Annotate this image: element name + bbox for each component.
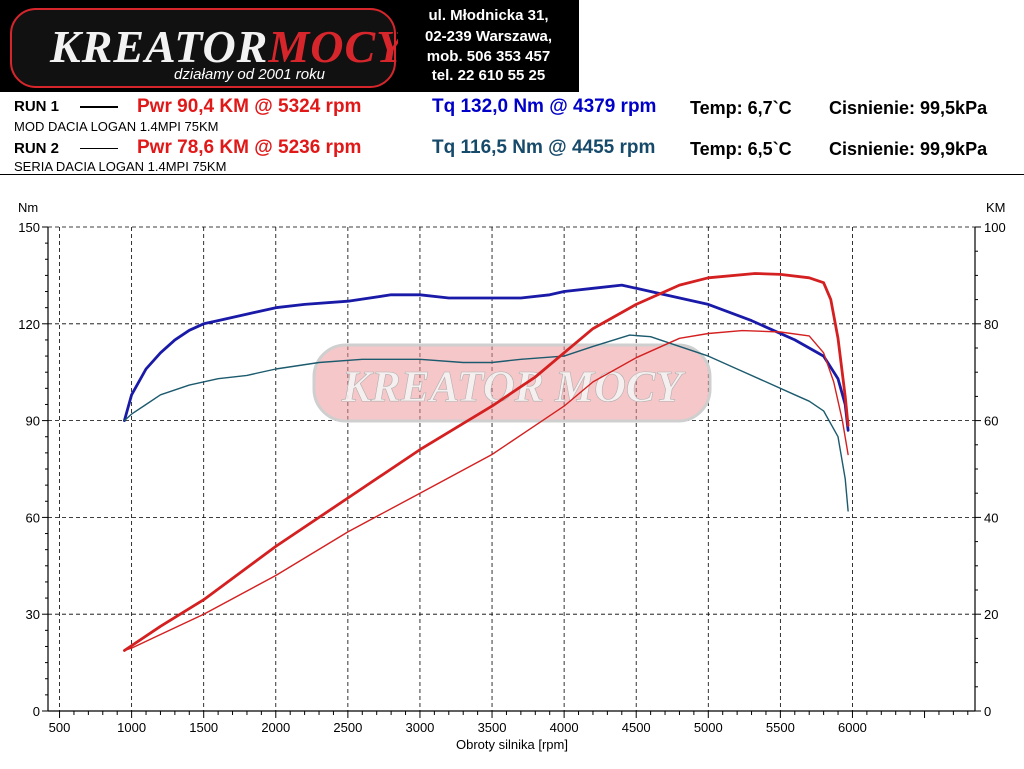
y-left-tick-label: 0 (33, 704, 40, 719)
y-left-tick-label: 30 (26, 607, 40, 622)
x-tick-label: 3000 (405, 720, 434, 735)
series-line-torque-run-2 (123, 334, 849, 512)
address-line: tel. 22 610 55 25 (431, 67, 546, 84)
address-line: ul. Młodnicka 31, (428, 7, 549, 24)
run-2-torque: Tq 116,5 Nm @ 4455 rpm (432, 137, 656, 158)
watermark-text: KREATOR MOCY (341, 362, 686, 411)
watermark-badge (312, 343, 712, 423)
dyno-chart-svg: KREATOR MOCY 500 1000 1500 2000 2500 3000 3500… (18, 200, 1006, 752)
x-tick-label: 5500 (766, 720, 795, 735)
x-tick-label: 4000 (550, 720, 579, 735)
y-axis-left-title: Nm (18, 200, 38, 215)
run-1-power: Pwr 90,4 KM @ 5324 rpm (137, 96, 362, 117)
address-line: 02-239 Warszawa, (424, 28, 553, 45)
run-2-description: SERIA DACIA LOGAN 1.4MPI 75KM (14, 159, 227, 174)
run-2-power: Pwr 78,6 KM @ 5236 rpm (137, 137, 362, 158)
series-line-power-run-1 (123, 272, 850, 652)
y-right-tick-label: 40 (984, 510, 998, 525)
x-axis-title: Obroty silnika [rpm] (456, 737, 568, 752)
run-1-label: RUN 1 (14, 98, 60, 115)
y-right-tick-label: 60 (984, 414, 998, 429)
x-tick-label: 500 (49, 720, 71, 735)
run-1-description: MOD DACIA LOGAN 1.4MPI 75KM (14, 119, 219, 134)
x-tick-label: 1500 (189, 720, 218, 735)
run-1-temperature: Temp: 6,7`C (690, 98, 792, 118)
y-left-tick-label: 120 (18, 317, 40, 332)
x-tick-label: 2000 (261, 720, 290, 735)
logo-word-mocy: MOCY (268, 21, 406, 72)
y-right-tick-label: 20 (984, 607, 998, 622)
logo-word-kreator: KREATOR (50, 21, 269, 72)
series-line-torque-run-1 (123, 283, 850, 432)
logo-badge: KREATORMOCY działamy od 2001 roku (10, 8, 404, 88)
run-1-pressure: Cisnienie: 99,5kPa (829, 98, 988, 118)
y-right-tick-label: 0 (984, 704, 991, 719)
run-2-pressure: Cisnienie: 99,9kPa (829, 139, 988, 159)
logo-slogan: działamy od 2001 roku (174, 66, 325, 83)
x-tick-label: 2500 (333, 720, 362, 735)
logo: KREATORMOCY działamy od 2001 roku (0, 0, 404, 92)
x-tick-label: 1000 (117, 720, 146, 735)
y-axis-right-title: KM (986, 200, 1006, 215)
dyno-chart: KREATOR MOCY 500 1000 1500 2000 2500 3000 3500… (0, 174, 1024, 769)
x-tick-label: 3500 (478, 720, 507, 735)
y-left-tick-label: 60 (26, 510, 40, 525)
x-tick-label: 4500 (622, 720, 651, 735)
logo-wordmark: KREATORMOCY (50, 20, 405, 73)
y-right-tick-label: 100 (984, 220, 1006, 235)
address-line: mob. 506 353 457 (426, 48, 551, 65)
run-1-torque: Tq 132,0 Nm @ 4379 rpm (432, 96, 657, 117)
run-2-label: RUN 2 (14, 140, 60, 157)
y-left-tick-label: 150 (18, 220, 40, 235)
run-2-line-swatch (80, 148, 118, 149)
x-tick-label: 5000 (694, 720, 723, 735)
y-right-tick-label: 80 (984, 317, 998, 332)
x-tick-label: 6000 (838, 720, 867, 735)
address-block: ul. Młodnicka 31, 02-239 Warszawa, mob. … (398, 0, 579, 92)
run-2-temperature: Temp: 6,5`C (690, 139, 792, 159)
run-1-line-swatch (80, 106, 118, 108)
series-line-power-run-2 (123, 329, 849, 652)
y-left-tick-label: 90 (26, 414, 40, 429)
